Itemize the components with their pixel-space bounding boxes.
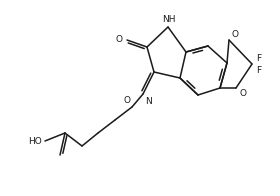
Text: O: O — [123, 96, 130, 105]
Text: NH: NH — [162, 15, 176, 24]
Text: HO: HO — [28, 136, 42, 145]
Text: N: N — [145, 97, 152, 106]
Text: O: O — [232, 30, 239, 39]
Text: O: O — [116, 34, 123, 44]
Text: F: F — [256, 54, 261, 63]
Text: O: O — [239, 89, 246, 98]
Text: F: F — [256, 65, 261, 74]
